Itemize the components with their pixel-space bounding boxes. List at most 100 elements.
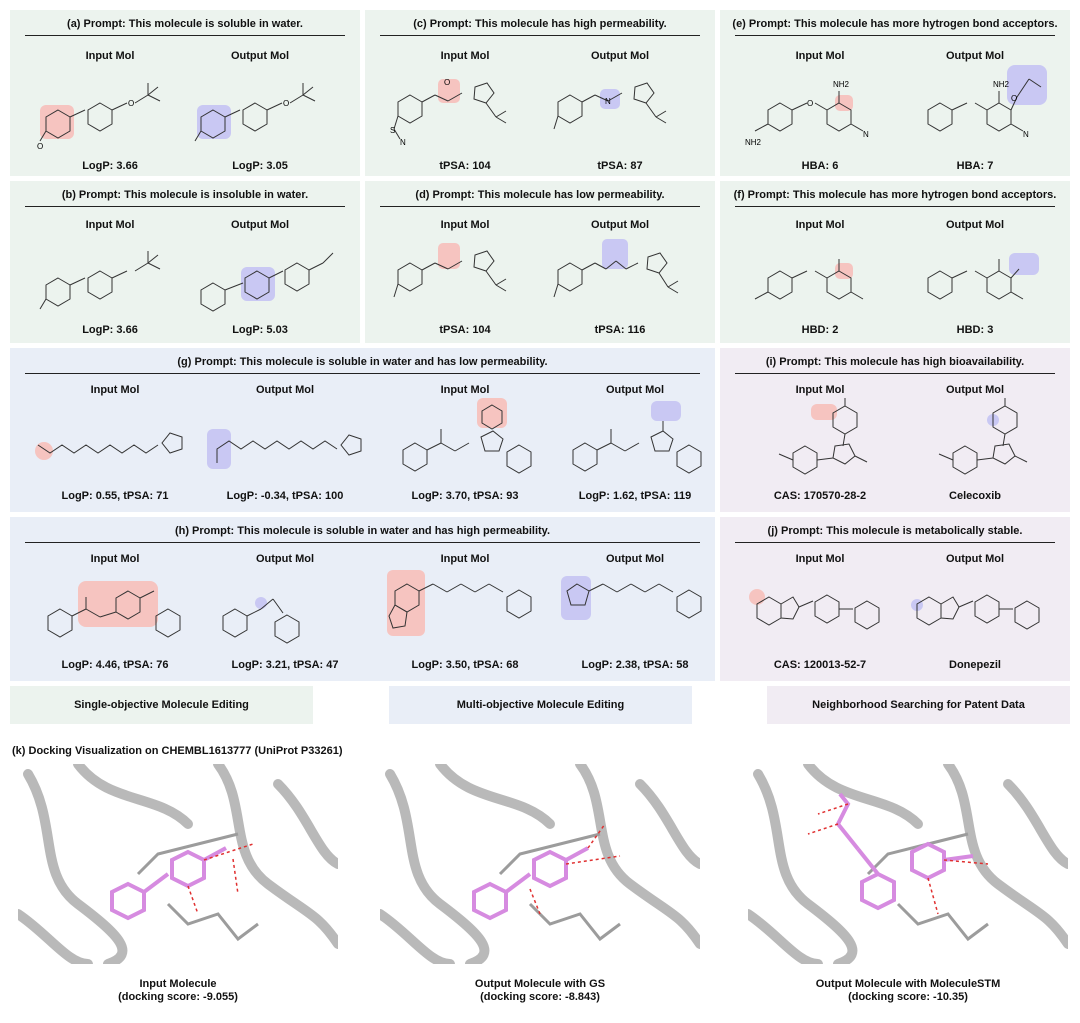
caption-score: (docking score: -10.35) xyxy=(848,991,968,1003)
output-property-value: LogP: 1.62, tPSA: 119 xyxy=(578,490,692,502)
panel-g: (g) Prompt: This molecule is soluble in … xyxy=(10,348,715,512)
svg-text:N: N xyxy=(605,97,611,106)
output-property-value: HBA: 7 xyxy=(956,160,994,172)
svg-text:N: N xyxy=(400,138,406,147)
svg-text:O: O xyxy=(444,78,450,87)
title-rule xyxy=(735,35,1055,36)
panel-h: (h) Prompt: This molecule is soluble in … xyxy=(10,517,715,681)
panel-title: (d) Prompt: This molecule has low permea… xyxy=(415,189,665,201)
panel-title: (c) Prompt: This molecule has high perme… xyxy=(413,18,667,30)
title-rule xyxy=(25,542,700,543)
docking-caption-gs: Output Molecule with GS (docking score: … xyxy=(410,978,670,1004)
panel-d: (d) Prompt: This molecule has low permea… xyxy=(365,181,715,343)
panel-i: (i) Prompt: This molecule has high bioav… xyxy=(720,348,1070,512)
output-property-value: LogP: 3.05 xyxy=(232,160,288,172)
input-mol-label: Input Mol xyxy=(90,553,140,565)
input-mol-label: Input Mol xyxy=(440,50,490,62)
svg-text:N: N xyxy=(863,130,869,139)
panel-j: (j) Prompt: This molecule is metabolical… xyxy=(720,517,1070,681)
docking-image-gs xyxy=(380,764,700,964)
molecule-structure xyxy=(572,401,702,474)
docking-image-input xyxy=(18,764,338,964)
output-mol-label: Output Mol xyxy=(605,384,665,396)
input-mol-label: Input Mol xyxy=(440,384,490,396)
input-property-value: tPSA: 104 xyxy=(439,160,491,172)
caption-label: Output Molecule with GS xyxy=(474,978,606,990)
output-mol-label: Output Mol xyxy=(945,219,1005,231)
caption-label: Input Molecule xyxy=(139,978,217,990)
panel-c: (c) Prompt: This molecule has high perme… xyxy=(365,10,715,176)
input-property-value: LogP: 4.46, tPSA: 76 xyxy=(61,659,169,671)
molecule-structure xyxy=(393,243,507,298)
molecule-structure xyxy=(927,253,1039,300)
svg-text:S: S xyxy=(390,126,395,135)
input-mol-label: Input Mol xyxy=(85,50,135,62)
output-property-value: LogP: 5.03 xyxy=(232,324,288,336)
input-mol-label: Input Mol xyxy=(90,384,140,396)
output-property-value: LogP: 3.21, tPSA: 47 xyxy=(231,659,339,671)
output-property-value: Celecoxib xyxy=(949,490,1001,502)
panel-title: (b) Prompt: This molecule is insoluble i… xyxy=(61,189,309,201)
panel-title: (a) Prompt: This molecule is soluble in … xyxy=(67,18,303,30)
output-mol-label: Output Mol xyxy=(945,384,1005,396)
caption-score: (docking score: -9.055) xyxy=(118,991,238,1003)
svg-text:O: O xyxy=(283,99,289,108)
output-property-value: tPSA: 87 xyxy=(597,160,643,172)
output-mol-label: Output Mol xyxy=(590,219,650,231)
input-mol-label: Input Mol xyxy=(440,219,490,231)
output-mol-label: Output Mol xyxy=(945,553,1005,565)
panel-title: (g) Prompt: This molecule is soluble in … xyxy=(177,356,548,368)
output-property-value: tPSA: 116 xyxy=(594,324,646,336)
title-rule xyxy=(25,35,345,36)
panel-title: (h) Prompt: This molecule is soluble in … xyxy=(174,525,551,537)
legend-single-objective: Single-objective Molecule Editing xyxy=(10,686,313,724)
docking-caption-moleculestm: Output Molecule with MoleculeSTM (dockin… xyxy=(778,978,1038,1004)
molecule-structure xyxy=(778,398,868,475)
input-property-value: LogP: 3.66 xyxy=(82,160,138,172)
molecule-structure xyxy=(553,239,679,298)
molecule-structure xyxy=(387,570,532,636)
molecule-structure: O xyxy=(194,83,316,142)
molecule-structure: N xyxy=(553,82,667,130)
molecule-structure xyxy=(749,589,880,630)
svg-text:O: O xyxy=(128,99,134,108)
panel-title: (f) Prompt: This molecule has more hytro… xyxy=(733,189,1057,201)
caption-label: Output Molecule with MoleculeSTM xyxy=(815,978,1001,990)
input-mol-label: Input Mol xyxy=(795,384,845,396)
panel-title: (e) Prompt: This molecule has more hytro… xyxy=(732,18,1058,30)
docking-title: (k) Docking Visualization on CHEMBL16137… xyxy=(12,745,343,757)
title-rule xyxy=(380,35,700,36)
input-mol-label: Input Mol xyxy=(795,219,845,231)
docking-caption-input: Input Molecule (docking score: -9.055) xyxy=(48,978,308,1004)
molecule-structure: O O xyxy=(37,83,161,150)
input-property-value: CAS: 120013-52-7 xyxy=(773,659,867,671)
caption-score: (docking score: -8.843) xyxy=(480,991,600,1003)
output-mol-label: Output Mol xyxy=(230,50,290,62)
molecule-structure xyxy=(938,398,1028,475)
title-rule xyxy=(735,373,1055,374)
panel-e: (e) Prompt: This molecule has more hytro… xyxy=(720,10,1070,176)
output-property-value: LogP: 2.38, tPSA: 58 xyxy=(581,659,689,671)
input-property-value: LogP: 3.66 xyxy=(82,324,138,336)
input-property-value: LogP: 3.50, tPSA: 68 xyxy=(411,659,519,671)
input-mol-label: Input Mol xyxy=(795,553,845,565)
output-mol-label: Output Mol xyxy=(590,50,650,62)
output-mol-label: Output Mol xyxy=(255,553,315,565)
svg-text:O: O xyxy=(1011,94,1017,103)
svg-text:O: O xyxy=(807,99,813,108)
legend-multi-objective: Multi-objective Molecule Editing xyxy=(389,686,692,724)
panel-title: (i) Prompt: This molecule has high bioav… xyxy=(765,356,1025,368)
docking-image-moleculestm xyxy=(748,764,1068,964)
panel-title: (j) Prompt: This molecule is metabolical… xyxy=(767,525,1023,537)
input-mol-label: Input Mol xyxy=(795,50,845,62)
input-property-value: CAS: 170570-28-2 xyxy=(773,490,867,502)
svg-text:NH2: NH2 xyxy=(745,138,762,147)
title-rule xyxy=(735,206,1055,207)
output-mol-label: Output Mol xyxy=(230,219,290,231)
input-mol-label: Input Mol xyxy=(440,553,490,565)
molecule-structure xyxy=(200,252,334,312)
molecule-structure: NH2 O N xyxy=(927,65,1047,139)
molecule-structure xyxy=(911,594,1040,630)
molecule-structure xyxy=(35,432,183,460)
output-mol-label: Output Mol xyxy=(945,50,1005,62)
